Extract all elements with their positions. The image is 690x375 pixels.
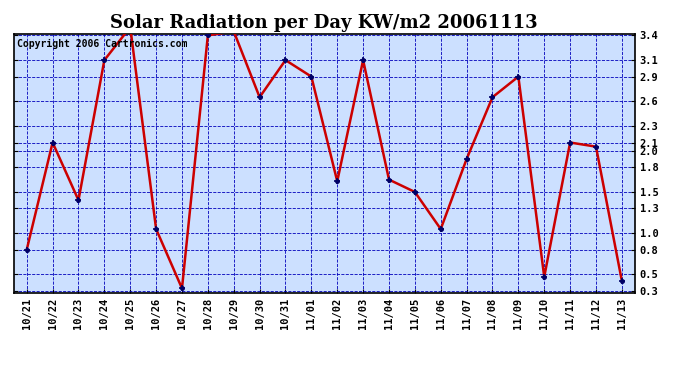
- Title: Solar Radiation per Day KW/m2 20061113: Solar Radiation per Day KW/m2 20061113: [110, 14, 538, 32]
- Text: Copyright 2006 Cartronics.com: Copyright 2006 Cartronics.com: [17, 39, 187, 49]
